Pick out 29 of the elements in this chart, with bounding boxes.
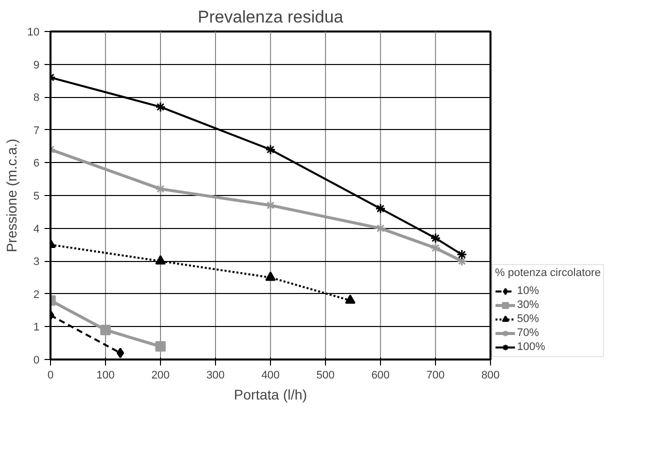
x-tick-label: 200 (151, 370, 170, 382)
y-tick-label: 4 (33, 223, 40, 236)
x-tick-label: 400 (261, 370, 280, 382)
y-tick-label: 1 (33, 322, 40, 334)
y-tick-label: 8 (33, 92, 40, 104)
x-tick-label: 0 (47, 370, 54, 382)
legend-label: 10% (517, 285, 540, 297)
legend-label: 100% (517, 341, 546, 353)
legend-label: 50% (517, 313, 540, 325)
x-tick-label: 700 (426, 370, 445, 382)
y-tick-label: 9 (33, 59, 40, 72)
x-tick-label: 600 (371, 370, 390, 382)
legend-title: % potenza circolatore (495, 267, 601, 279)
y-tick-label: 2 (33, 288, 40, 301)
legend-label: 30% (517, 299, 540, 311)
legend-label: 70% (517, 327, 540, 339)
y-tick-label: 5 (33, 190, 40, 202)
y-tick-label: 0 (33, 354, 40, 366)
x-tick-label: 800 (481, 370, 500, 382)
y-tick-label: 6 (33, 158, 40, 170)
x-tick-label: 500 (316, 370, 335, 382)
chart-title: Prevalenza residua (198, 8, 344, 26)
x-tick-label: 100 (96, 370, 115, 382)
y-axis-title: Pressione (m.c.a.) (3, 138, 20, 252)
y-tick-label: 10 (27, 26, 40, 38)
y-tick-label: 3 (33, 256, 40, 268)
x-tick-label: 300 (206, 370, 225, 382)
x-axis-title: Portata (l/h) (234, 386, 308, 402)
y-tick-label: 7 (33, 124, 40, 137)
